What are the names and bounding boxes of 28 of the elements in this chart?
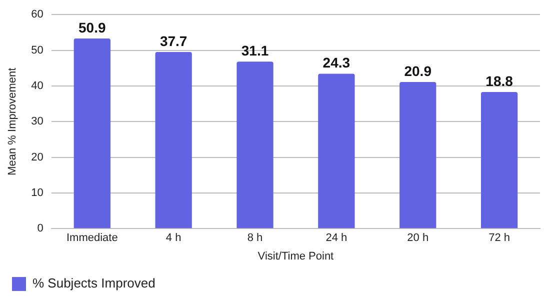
legend-label: % Subjects Improved	[32, 276, 156, 291]
x-axis-title: Visit/Time Point	[258, 250, 334, 262]
x-tick-label: 72 h	[488, 232, 510, 244]
y-tick-label: 60	[31, 8, 44, 21]
y-tick-label: 50	[31, 44, 44, 56]
y-tick-label: 0	[37, 222, 44, 235]
x-tick-label: 4 h	[166, 232, 182, 244]
annotation: 24.3	[322, 54, 350, 71]
bar	[155, 52, 192, 228]
annotation: 20.9	[404, 62, 432, 79]
bar	[318, 74, 355, 228]
y-tick-label: 20	[31, 151, 44, 164]
bar	[400, 82, 436, 228]
y-axis-title: Mean % Improvement	[6, 68, 19, 176]
x-tick-label: 20 h	[407, 232, 429, 244]
annotation: 31.1	[241, 42, 269, 59]
x-tick-label: Immediate	[66, 232, 118, 244]
x-tick-label: 8 h	[247, 232, 263, 244]
y-tick-label: 30	[31, 116, 44, 128]
bar	[74, 38, 110, 228]
annotation: 50.9	[78, 19, 106, 36]
x-tick-label: 24 h	[326, 232, 348, 244]
y-tick-label: 40	[31, 80, 44, 92]
bar	[236, 62, 274, 228]
annotation: 18.8	[486, 72, 514, 89]
bar	[480, 92, 518, 228]
annotation: 37.7	[160, 32, 188, 49]
y-tick-label: 10	[31, 186, 44, 199]
